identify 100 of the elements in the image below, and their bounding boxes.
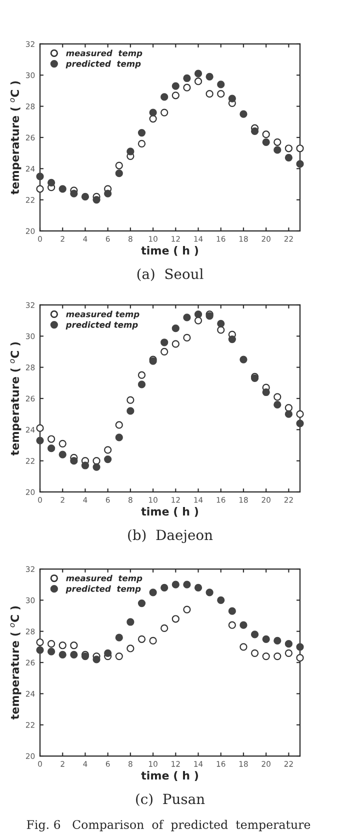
point	[284, 144, 293, 152]
point	[36, 646, 44, 654]
point	[149, 636, 157, 645]
point	[58, 185, 66, 193]
point	[262, 652, 270, 660]
x-axis-title: time ( h )	[141, 771, 198, 781]
point	[149, 114, 157, 123]
point	[104, 190, 112, 198]
point	[217, 90, 225, 98]
point	[36, 424, 44, 432]
point	[47, 648, 56, 656]
point	[160, 338, 168, 346]
point	[194, 310, 202, 318]
point	[206, 90, 214, 98]
point	[284, 154, 293, 162]
point	[70, 457, 78, 465]
point	[47, 178, 56, 186]
point	[126, 396, 134, 404]
point	[217, 320, 225, 328]
point	[149, 108, 157, 116]
point	[183, 580, 191, 588]
point	[115, 162, 123, 170]
point	[228, 335, 236, 344]
point	[115, 434, 123, 442]
point	[194, 316, 202, 324]
point	[296, 144, 304, 152]
point	[47, 640, 56, 648]
point	[149, 588, 157, 596]
point	[58, 440, 66, 448]
point	[274, 138, 282, 146]
point	[92, 457, 100, 465]
point	[115, 634, 123, 642]
point	[296, 410, 304, 418]
point	[274, 146, 282, 154]
point	[70, 642, 78, 650]
point	[115, 170, 123, 178]
point	[70, 190, 78, 198]
point	[36, 638, 44, 646]
point	[183, 84, 191, 92]
caption: Fig. 6 Comparison of predicted temperature	[26, 820, 310, 832]
point	[240, 356, 248, 364]
point	[138, 380, 146, 388]
point	[262, 138, 270, 146]
point	[274, 636, 282, 645]
point	[296, 643, 304, 651]
text: (b) Daejeon	[128, 529, 213, 544]
point	[36, 172, 44, 180]
point	[284, 649, 293, 657]
point	[160, 93, 168, 101]
point	[126, 644, 134, 652]
point	[172, 92, 180, 100]
x-axis-title: time ( h )	[141, 507, 198, 517]
text: (c) Pusan	[136, 793, 205, 806]
point	[138, 371, 146, 379]
point	[92, 463, 100, 471]
point	[194, 584, 202, 592]
point	[183, 314, 191, 322]
point	[217, 596, 225, 604]
point	[104, 446, 112, 454]
point	[217, 80, 225, 88]
point	[194, 78, 202, 86]
point	[172, 324, 180, 332]
point	[284, 404, 293, 412]
point	[104, 649, 112, 657]
text: (a) Seoul	[137, 268, 204, 282]
point	[284, 410, 293, 418]
point	[240, 110, 248, 118]
point	[262, 130, 270, 138]
y-axis-title: temperature ( $^{o}$C )	[10, 342, 22, 456]
point	[250, 127, 259, 136]
point	[284, 640, 293, 648]
legend-label: predicted temp	[66, 60, 141, 68]
point	[172, 580, 180, 588]
point	[274, 393, 282, 401]
point	[115, 652, 123, 660]
point	[172, 615, 180, 623]
point	[92, 196, 100, 204]
y-axis-title: temperature ( $^{o}$C )	[10, 81, 22, 194]
point	[70, 650, 78, 659]
point	[36, 185, 44, 193]
point	[183, 74, 191, 82]
point	[138, 128, 146, 137]
point	[172, 340, 180, 348]
point	[206, 588, 214, 596]
point	[138, 635, 146, 643]
point	[81, 192, 90, 201]
point	[126, 148, 134, 156]
point	[104, 455, 112, 464]
point	[262, 635, 270, 643]
point	[250, 649, 259, 657]
point	[194, 70, 202, 78]
point	[47, 444, 56, 452]
point	[160, 108, 168, 116]
point	[172, 82, 180, 90]
point	[36, 436, 44, 444]
point	[160, 584, 168, 592]
y-axis-title: temperature ( $^{o}$C )	[10, 606, 22, 720]
point	[296, 654, 304, 662]
point	[92, 656, 100, 664]
point	[126, 618, 134, 626]
